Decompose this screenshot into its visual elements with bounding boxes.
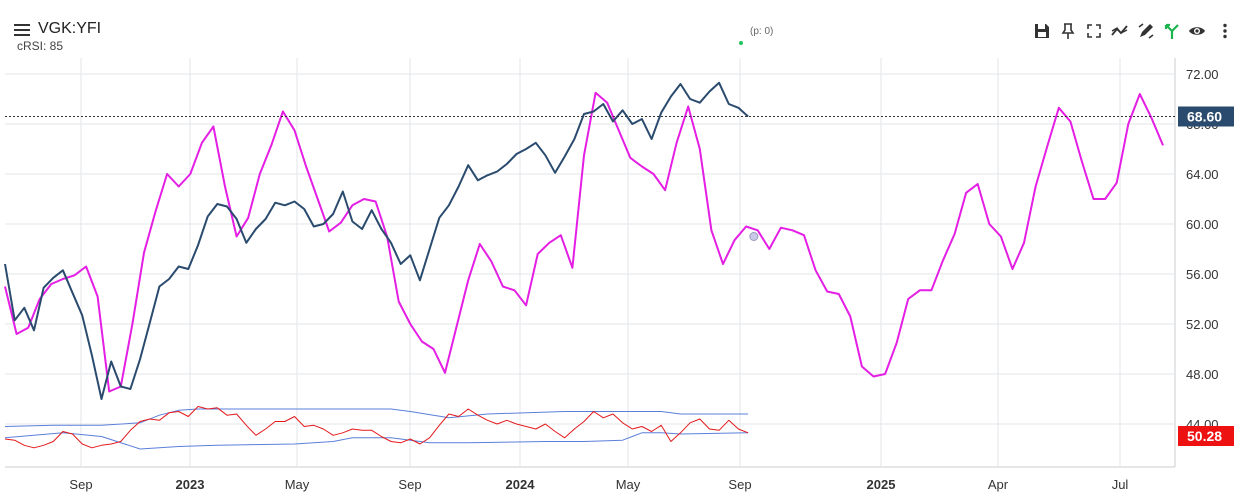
last-rsi-badge: [1178, 426, 1234, 446]
y-tick-label: 48.00: [1186, 367, 1219, 382]
trend-icon[interactable]: [1111, 22, 1129, 40]
x-tick-label: Sep: [728, 477, 751, 492]
metric-badge-2: 0.58: [389, 24, 415, 39]
y-tick-label: 64.00: [1186, 167, 1219, 182]
y-tick-label: 52.00: [1186, 317, 1219, 332]
rsi-band-lower-line: [4, 432, 749, 450]
x-tick-label: Sep: [69, 477, 92, 492]
last-price-badge: [1178, 106, 1234, 127]
signal-badge-5: 65: [715, 24, 731, 39]
cycle-marker-dot: [749, 232, 759, 241]
signal-badge-3: 85: [643, 24, 659, 39]
chart-grid: [5, 58, 1176, 468]
eye-icon[interactable]: [1188, 22, 1206, 40]
cycle-projection-line: [4, 91, 1164, 393]
x-tick-label: 2025: [867, 477, 896, 492]
x-tick-label: Jul: [1112, 477, 1129, 492]
price-line: [4, 81, 749, 400]
ticker-title[interactable]: VGK:YFI: [38, 20, 102, 37]
pin-icon[interactable]: [1059, 22, 1077, 40]
x-tick-label: 2023: [176, 477, 205, 492]
y-tick-label: 56.00: [1186, 267, 1219, 282]
more-icon[interactable]: [1216, 22, 1234, 40]
crsi-line: [4, 406, 749, 449]
x-tick-label: Sep: [398, 477, 421, 492]
draw-icon[interactable]: [1137, 22, 1155, 40]
rsi-band-upper-line: [4, 408, 749, 427]
save-icon[interactable]: [1033, 22, 1051, 40]
status-dot: [739, 41, 743, 45]
x-tick-label: May: [616, 477, 641, 492]
x-tick-label: 2024: [506, 477, 536, 492]
menu-icon[interactable]: [14, 24, 30, 36]
x-tick-label: Apr: [988, 477, 1009, 492]
metric-badge-1: 0.75: [357, 24, 383, 39]
y-tick-label: 60.00: [1186, 217, 1219, 232]
signal-badge-1: 321: [557, 24, 579, 39]
fork-icon[interactable]: [1163, 22, 1181, 40]
chart-axes: 72.0068.0064.0060.0056.0052.0048.0044.00…: [69, 67, 1234, 492]
last-rsi-label: 50.28: [1187, 428, 1222, 444]
signal-badge-2: 120: [600, 24, 623, 39]
y-tick-label: 72.00: [1186, 67, 1219, 82]
fullscreen-icon[interactable]: [1085, 22, 1103, 40]
chart-header: VGK:YFI cRSI: 85 0.75 0.58 321 120 85 54…: [0, 0, 1240, 58]
last-price-label: 68.60: [1187, 109, 1222, 125]
p-value-label: (p: 0): [750, 26, 774, 37]
signal-badge-4: 54: [679, 24, 695, 39]
indicator-label: cRSI: 85: [17, 39, 64, 53]
x-tick-label: May: [285, 477, 310, 492]
chart-series: [4, 81, 1175, 450]
